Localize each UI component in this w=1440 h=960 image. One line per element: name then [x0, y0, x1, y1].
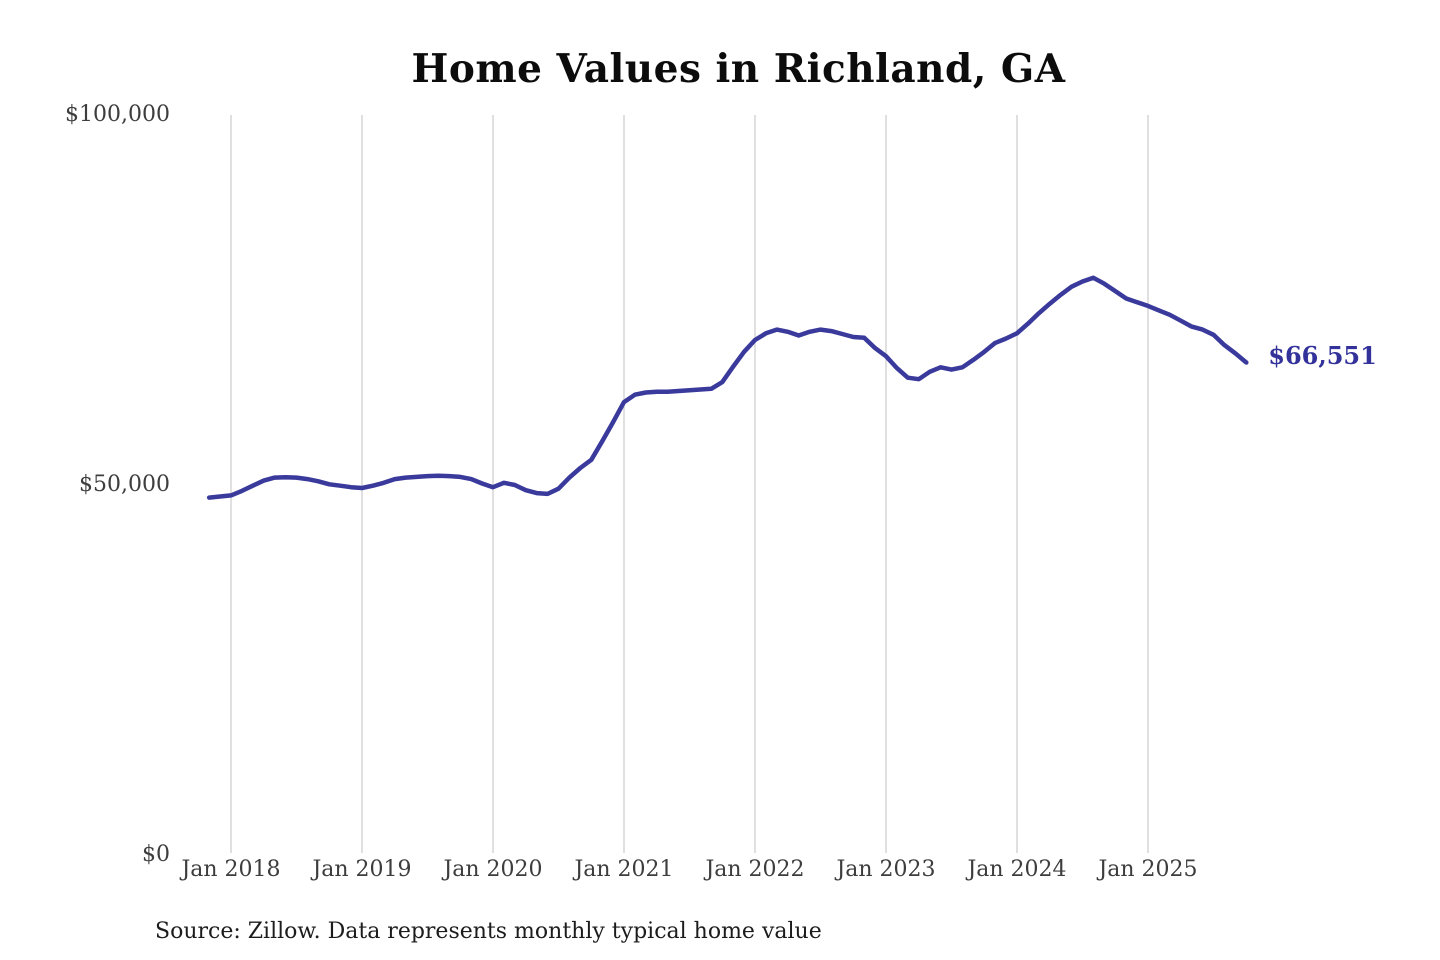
home-value-line — [206, 275, 1249, 500]
x-tick-label: Jan 2022 — [705, 857, 805, 882]
source-note: Source: Zillow. Data represents monthly … — [155, 919, 822, 944]
x-tick-label: Jan 2025 — [1098, 857, 1198, 882]
gridline-group — [230, 115, 1149, 853]
x-tick-label: Jan 2021 — [574, 857, 674, 882]
x-tick-label: Jan 2024 — [967, 857, 1067, 882]
y-tick-label: $100,000 — [65, 102, 170, 127]
x-tick-label: Jan 2018 — [181, 857, 281, 882]
x-tick-label: Jan 2023 — [836, 857, 936, 882]
x-tick-label: Jan 2019 — [312, 857, 412, 882]
latest-value-label: $66,551 — [1268, 340, 1377, 370]
x-tick-label: Jan 2020 — [443, 857, 543, 882]
y-tick-label: $0 — [142, 842, 170, 867]
y-tick-label: $50,000 — [79, 472, 170, 497]
page-title: Home Values in Richland, GA — [411, 46, 1066, 92]
